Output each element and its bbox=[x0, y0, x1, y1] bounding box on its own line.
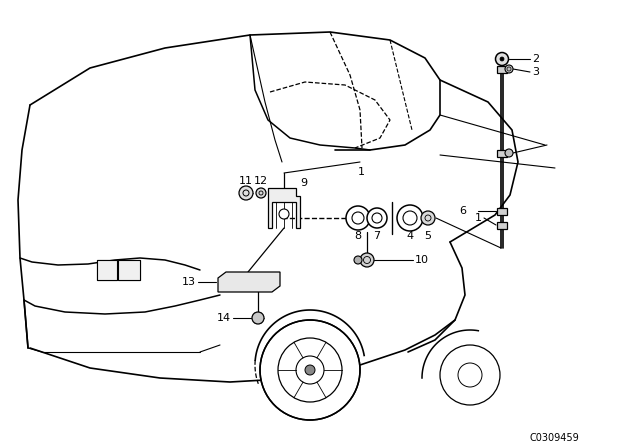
Circle shape bbox=[421, 211, 435, 225]
Circle shape bbox=[305, 365, 315, 375]
Circle shape bbox=[252, 312, 264, 324]
Bar bbox=[497, 150, 507, 157]
Text: 14: 14 bbox=[217, 313, 231, 323]
Text: 2: 2 bbox=[532, 54, 539, 64]
Circle shape bbox=[505, 149, 513, 157]
Text: 10: 10 bbox=[415, 255, 429, 265]
Bar bbox=[497, 66, 507, 73]
Circle shape bbox=[360, 253, 374, 267]
Text: 4: 4 bbox=[406, 231, 413, 241]
Circle shape bbox=[397, 205, 423, 231]
Text: 11: 11 bbox=[239, 176, 253, 186]
Polygon shape bbox=[268, 188, 300, 228]
Text: 12: 12 bbox=[254, 176, 268, 186]
Text: 6: 6 bbox=[459, 206, 466, 216]
Text: 5: 5 bbox=[424, 231, 431, 241]
Text: 8: 8 bbox=[355, 231, 362, 241]
Circle shape bbox=[367, 208, 387, 228]
Circle shape bbox=[505, 65, 513, 73]
Text: 1: 1 bbox=[358, 167, 365, 177]
Text: 1: 1 bbox=[475, 213, 482, 223]
Bar bbox=[497, 208, 507, 215]
Text: 7: 7 bbox=[373, 231, 381, 241]
Bar bbox=[118, 260, 140, 280]
Text: C0309459: C0309459 bbox=[530, 433, 580, 443]
Circle shape bbox=[354, 256, 362, 264]
Circle shape bbox=[279, 209, 289, 219]
Text: 9: 9 bbox=[300, 178, 307, 188]
Circle shape bbox=[260, 320, 360, 420]
Text: 3: 3 bbox=[532, 67, 539, 77]
Circle shape bbox=[346, 206, 370, 230]
Bar bbox=[97, 260, 117, 280]
Polygon shape bbox=[218, 272, 280, 292]
Bar bbox=[497, 222, 507, 229]
Circle shape bbox=[495, 52, 509, 65]
Text: 13: 13 bbox=[182, 277, 196, 287]
Circle shape bbox=[500, 57, 504, 61]
Circle shape bbox=[256, 188, 266, 198]
Circle shape bbox=[239, 186, 253, 200]
